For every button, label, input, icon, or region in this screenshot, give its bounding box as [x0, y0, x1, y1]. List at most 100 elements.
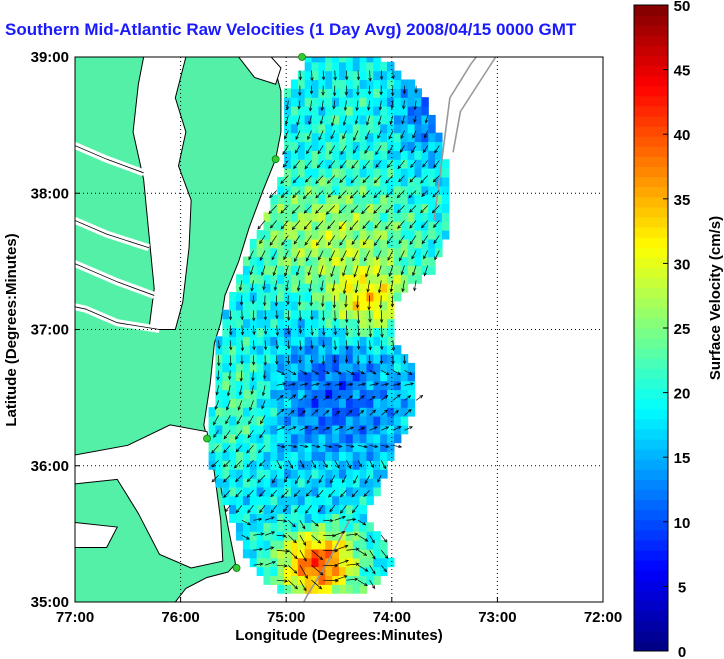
velocity-cell [352, 433, 361, 444]
arrow-head [376, 273, 381, 278]
velocity-arrow [334, 460, 340, 469]
arrow-head [238, 391, 243, 396]
velocity-cell [318, 106, 326, 116]
velocity-cell [290, 371, 299, 382]
colorbar-segment [634, 65, 668, 77]
velocity-arrow [404, 395, 411, 401]
velocity-cell [236, 460, 244, 470]
velocity-cell [270, 548, 278, 559]
velocity-cell [393, 114, 402, 125]
velocity-arrow [311, 564, 324, 576]
velocity-cell [325, 460, 333, 470]
velocity-cell [332, 150, 340, 160]
velocity-cell [297, 274, 306, 284]
velocity-arrow [311, 444, 320, 448]
velocity-cell [352, 159, 361, 169]
velocity-cell [242, 309, 251, 320]
velocity-arrow [215, 400, 219, 410]
velocity-arrow [309, 100, 312, 111]
arrow-head [343, 575, 348, 579]
velocity-cell [236, 318, 244, 329]
velocity-arrow [299, 410, 306, 416]
velocity-cell [249, 380, 258, 391]
arrow-head [362, 194, 366, 199]
arrow-head [371, 395, 376, 400]
velocity-cell [304, 584, 313, 594]
colorbar-segment [634, 479, 668, 490]
velocity-cell [359, 106, 368, 116]
velocity-arrow [421, 190, 428, 197]
velocity-cell [400, 238, 409, 249]
velocity-arrow [213, 430, 219, 438]
velocity-cell [304, 88, 313, 98]
arrow-head [294, 149, 299, 154]
arrow-head [307, 271, 311, 276]
arrow-head [402, 105, 406, 110]
velocity-cell [380, 203, 388, 213]
arrow-head [235, 509, 240, 514]
velocity-cell [339, 150, 347, 160]
arrow-head [363, 552, 368, 556]
velocity-cell [242, 495, 251, 506]
velocity-arrow [397, 220, 405, 229]
velocity-arrow [322, 395, 330, 401]
velocity-cell [263, 309, 271, 320]
velocity-arrow [409, 220, 417, 229]
velocity-cell [297, 123, 306, 134]
station-markers [203, 53, 306, 572]
velocity-cell [339, 168, 347, 178]
arrow-head [273, 286, 278, 291]
velocity-cell [441, 230, 450, 240]
velocity-cell [270, 416, 278, 426]
arrow-head [360, 395, 365, 399]
velocity-cell [290, 584, 299, 594]
velocity-cell [352, 460, 361, 470]
velocity-cell [325, 230, 333, 240]
velocity-cell [304, 531, 313, 541]
arrow-head [342, 290, 347, 295]
arrow-head [384, 409, 388, 414]
velocity-cell [393, 238, 402, 249]
velocity-cell [366, 442, 374, 453]
velocity-cell [345, 513, 354, 523]
velocity-arrow [397, 160, 405, 169]
velocity-cell [242, 283, 251, 293]
velocity-cell [387, 88, 395, 98]
velocity-cell [229, 486, 237, 497]
velocity-cell [366, 478, 374, 488]
arrow-head [226, 392, 231, 397]
velocity-cell [242, 354, 251, 364]
velocity-cell [270, 354, 278, 364]
arrow-head [302, 541, 307, 546]
arrow-head [321, 344, 326, 349]
velocity-cell [325, 70, 333, 81]
arrow-head [211, 449, 215, 454]
arrow-head [373, 426, 378, 430]
velocity-cell [242, 407, 251, 417]
arrow-head [319, 556, 324, 561]
colorbar-segment [634, 590, 668, 602]
velocity-cell [339, 584, 347, 594]
velocity-cell [366, 221, 374, 231]
velocity-cell [387, 114, 395, 125]
arrow-head [329, 150, 333, 155]
velocity-cell [407, 150, 416, 160]
velocity-cell [332, 106, 340, 116]
velocity-cell [339, 230, 347, 240]
arrow-head [345, 346, 349, 351]
velocity-arrow [380, 460, 387, 469]
arrow-head [342, 135, 346, 140]
arrow-head [286, 301, 290, 306]
velocity-cell [229, 300, 237, 311]
velocity-cell [318, 265, 326, 275]
velocity-cell [297, 247, 306, 258]
velocity-cell [380, 442, 388, 453]
arrow-head [291, 226, 296, 231]
velocity-cell [421, 247, 429, 258]
velocity-cell [277, 292, 285, 302]
velocity-cell [387, 61, 395, 72]
arrow-head [258, 449, 262, 454]
velocity-cell [229, 451, 237, 461]
arrow-head [379, 360, 384, 365]
velocity-cell [359, 70, 368, 81]
